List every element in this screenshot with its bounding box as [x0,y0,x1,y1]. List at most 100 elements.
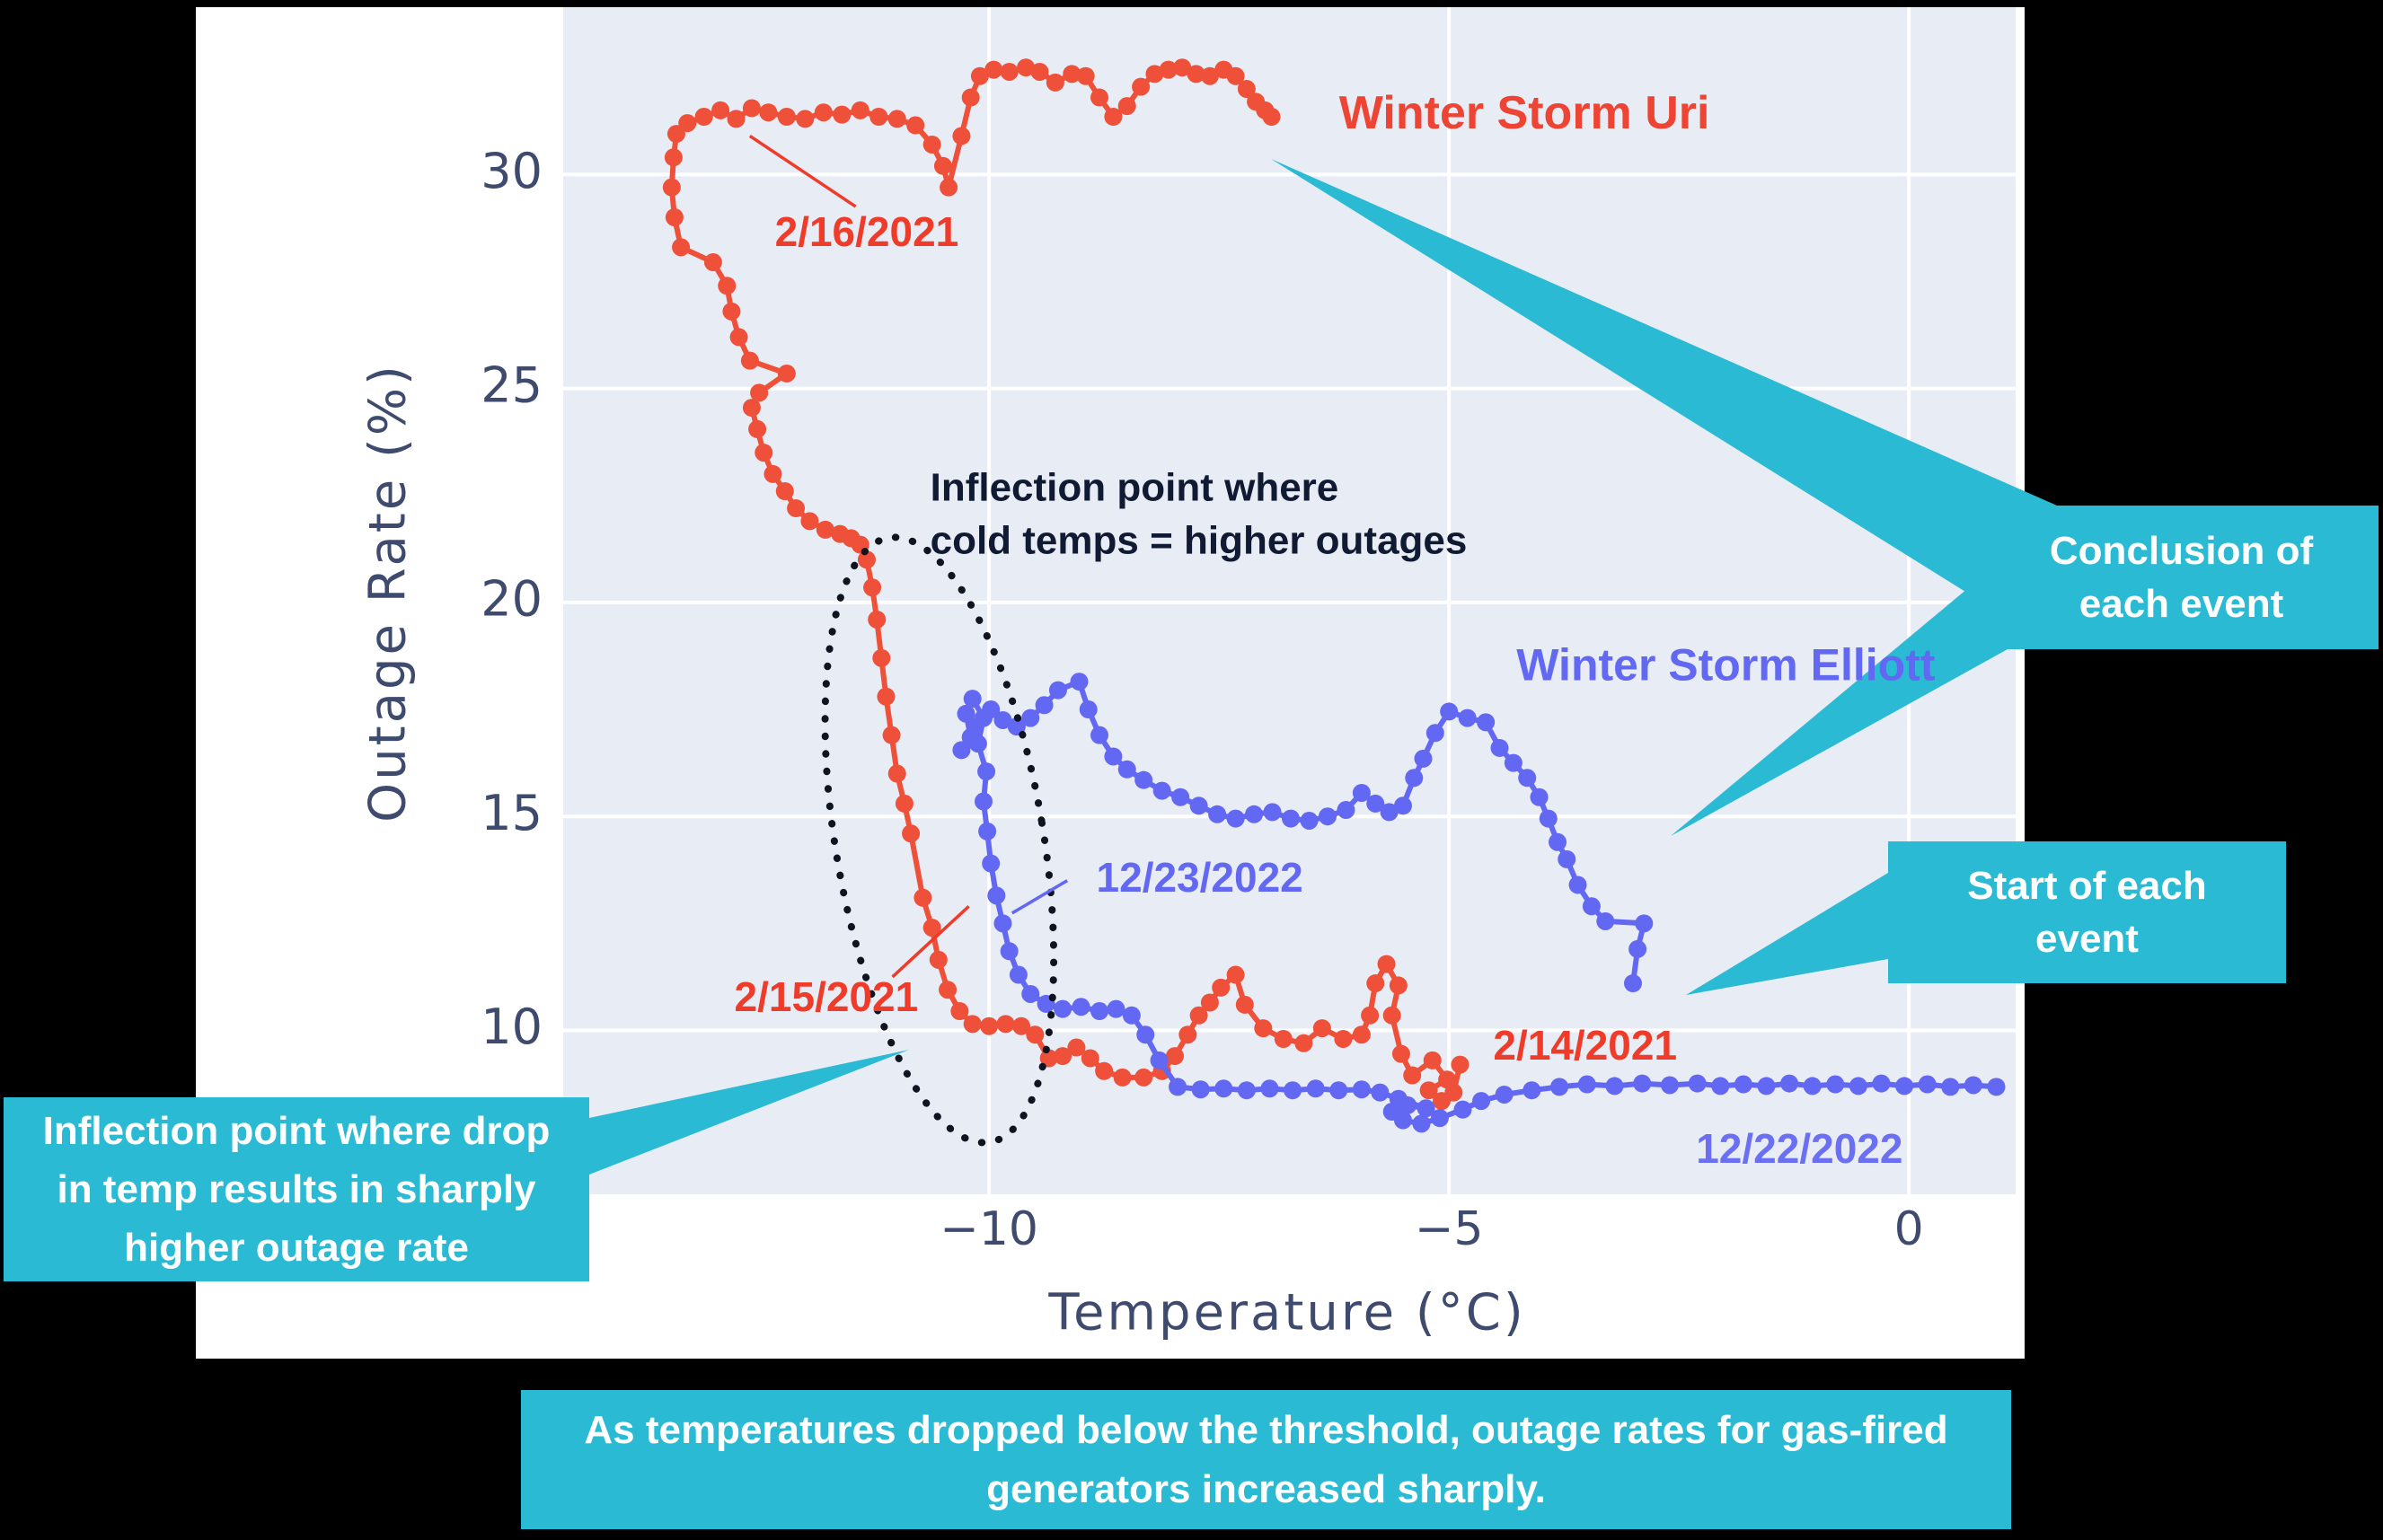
series-point [1377,955,1396,973]
series-point [895,794,913,813]
series-point [1095,1061,1114,1080]
date-label-2-14-2021: 2/14/2021 [1493,1022,1678,1069]
series-point [1361,1006,1380,1025]
series-point [1090,88,1109,107]
date-label-12-22-2022: 12/22/2022 [1696,1124,1903,1172]
series-point [996,1015,1015,1034]
series-point [1039,1049,1058,1068]
series-point [1734,1075,1752,1094]
date-label-12-23-2022: 12/23/2022 [1096,853,1303,901]
series-point [952,741,971,760]
series-point [963,1015,982,1034]
series-point [1226,809,1245,828]
series-point [1104,108,1123,127]
leader-line [1011,879,1069,915]
series-point [1987,1078,2006,1096]
x-tick-label: −10 [940,1202,1038,1256]
series-point [984,60,1003,79]
series-point [1941,1078,1960,1096]
beam-inflection-drop [589,1050,909,1175]
series-point [1558,849,1576,868]
series-point [1282,809,1301,828]
series-point [1312,1019,1331,1038]
series-point [1780,1074,1799,1093]
series-point [1152,781,1171,800]
series-point [1189,1006,1208,1025]
series-point [1136,1025,1155,1044]
series-point [987,886,1006,905]
series-point [1294,1034,1313,1052]
series-point [1000,62,1019,81]
series-point [1582,897,1601,916]
series-point [1107,999,1125,1018]
series-point [1235,995,1254,1014]
series-point [800,512,819,531]
series-point [1334,1030,1353,1049]
series-point [1477,713,1496,732]
x-tick-label: −5 [1415,1202,1484,1256]
y-tick-label: 10 [481,999,543,1055]
series-point [1403,1066,1422,1085]
series-point [727,110,746,128]
series-point [1550,1078,1569,1096]
series-point [1425,724,1444,743]
beam-conclusion-lower [1671,575,2008,836]
series-point [877,687,896,706]
series-point [1189,796,1208,815]
series-point [1200,66,1219,85]
series-point [1212,978,1231,997]
series-point [1117,97,1136,116]
series-point [1178,1025,1197,1044]
x-tick-label: 0 [1894,1202,1924,1256]
y-tick-label: 20 [481,571,543,628]
series-point [974,792,993,811]
series-point [887,110,906,128]
series-point [1329,1081,1348,1100]
series-point [1030,62,1049,81]
series-point [1079,700,1098,719]
series-point [882,726,901,744]
series-point [1300,811,1319,830]
series-point [1306,1079,1325,1098]
series-point [1070,673,1089,691]
series-point [662,178,681,197]
series-point [1117,760,1136,779]
series-point [1076,66,1095,85]
series-point [1438,1070,1457,1089]
callout-conclusion-box: Conclusion of each event [1984,506,2379,649]
series-point [1159,60,1178,79]
series-point [1423,1051,1442,1069]
series-point [740,351,759,370]
series-point [748,419,767,438]
series-point [1187,65,1205,84]
series-point [1391,1044,1410,1063]
series-point [831,524,850,543]
series-point [1048,681,1067,700]
series-point [1352,1025,1371,1044]
series-point [952,127,971,145]
beam-start [1686,873,1888,995]
series-point [1208,805,1227,823]
series-point [711,101,730,119]
series-point [1849,1077,1867,1096]
series-point [939,981,958,999]
series-point [742,99,761,118]
series-point [1577,1075,1596,1094]
series-point [1633,1074,1652,1093]
series-point [982,854,1001,873]
series-point [863,578,882,597]
series-point [1405,769,1424,788]
series-point [851,101,869,119]
series-point [950,1002,969,1021]
series-point [1260,1079,1279,1098]
series-point [1419,1081,1438,1100]
callout-start-box: Start of each event [1888,841,2286,983]
x-axis-title: Temperature (°C) [1048,1283,1526,1342]
series-point [1245,805,1264,823]
series-point [993,710,1012,729]
series-point [1628,939,1647,958]
series-point [1504,753,1522,772]
series-point [1000,942,1019,961]
series-point [1412,1114,1431,1133]
series-point [1918,1075,1937,1094]
